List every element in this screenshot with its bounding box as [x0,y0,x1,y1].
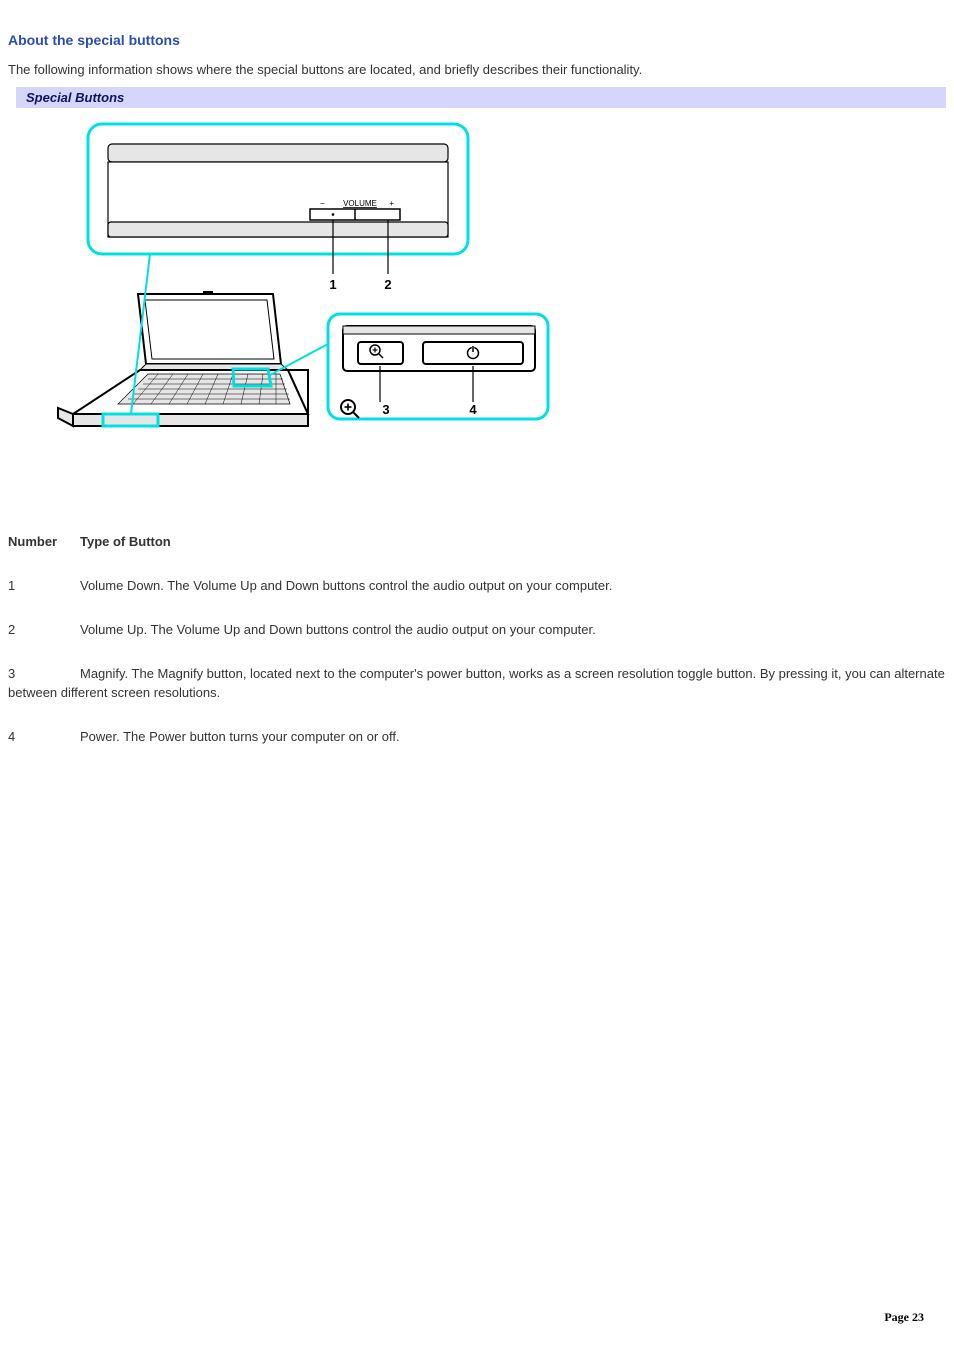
page-number: Page 23 [884,1310,924,1325]
table-row: 4Power. The Power button turns your comp… [8,728,946,746]
laptop-illustration [58,254,328,426]
row-text: Volume Up. The Volume Up and Down button… [80,622,596,637]
callout-2: 2 [384,277,391,292]
row-number: 3 [8,665,80,683]
minus-label: − [320,199,325,208]
document-page: About the special buttons The following … [0,0,954,812]
plus-label: + [389,199,394,208]
table-row: 3Magnify. The Magnify button, located ne… [8,665,946,701]
row-number: 2 [8,621,80,639]
row-number: 4 [8,728,80,746]
volume-label: VOLUME [343,199,377,208]
intro-text: The following information shows where th… [8,62,946,77]
row-text: Volume Down. The Volume Up and Down butt… [80,578,612,593]
callout-4: 4 [469,402,477,417]
table-row: 1Volume Down. The Volume Up and Down but… [8,577,946,595]
table-row: 2Volume Up. The Volume Up and Down butto… [8,621,946,639]
callout-1: 1 [329,277,336,292]
section-bar: Special Buttons [16,87,946,108]
callout-3: 3 [382,402,389,417]
table-header: Number Type of Button [8,534,946,549]
row-number: 1 [8,577,80,595]
diagram-figure: − VOLUME + 1 2 [28,114,946,454]
row-text: Magnify. The Magnify button, located nex… [8,666,945,699]
page-title: About the special buttons [8,32,946,48]
column-number-header: Number [8,534,80,549]
row-text: Power. The Power button turns your compu… [80,729,400,744]
column-type-header: Type of Button [80,534,946,549]
special-buttons-diagram: − VOLUME + 1 2 [28,114,568,454]
